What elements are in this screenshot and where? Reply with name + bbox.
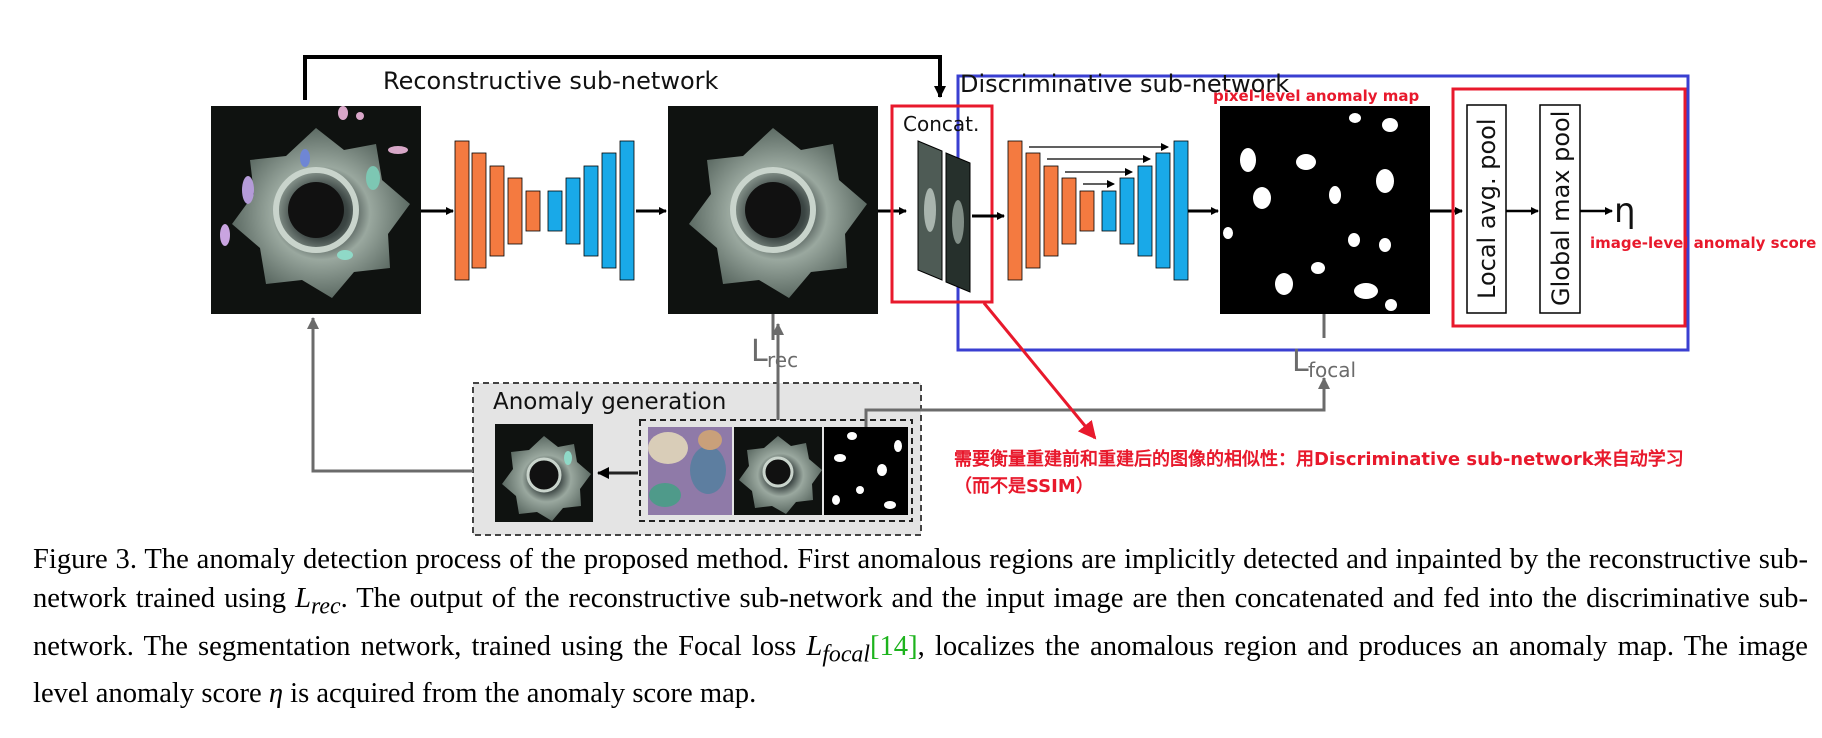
score-box (1451, 87, 1687, 328)
feedback-arrows (307, 317, 1330, 479)
svg-text:L: L (751, 334, 768, 369)
concat-box (890, 104, 994, 304)
skip-connection-arrow (303, 55, 946, 100)
augmented-image (495, 424, 593, 522)
focal-loss-label: L focal (1292, 344, 1356, 382)
anomaly-mask-image (824, 427, 908, 515)
caption-math-eta: η (268, 678, 283, 710)
caption-text-1: Figure 3. The anomaly detection process … (33, 544, 1808, 614)
svg-text:rec: rec (767, 348, 798, 372)
discriminative-label: Discriminative sub-network (960, 70, 1289, 98)
concat-stack (917, 140, 971, 293)
svg-text:focal: focal (1308, 358, 1356, 382)
note-line-2: （而不是SSIM） (954, 476, 1094, 497)
architecture-diagram: Reconstructive sub-network Discriminativ… (211, 55, 1816, 536)
image-score-annotation: image-level anomaly score (1590, 234, 1816, 252)
global-pool-block (1539, 104, 1581, 314)
caption-math-lfocal: Lfocal (806, 630, 870, 668)
note-arrow (982, 302, 1097, 440)
caption-citation-link[interactable]: [14] (869, 630, 918, 662)
texture-source-image (648, 427, 732, 515)
note-line-1: 需要衡量重建前和重建后的图像的相似性：用Discriminative sub-n… (954, 448, 1684, 470)
caption-math-lrec: Lrec (295, 583, 341, 620)
local-pool-block (1466, 104, 1507, 314)
caption-text-2: . The output of the reconstructive sub-n… (33, 583, 1808, 662)
global-pool-label: Global max pool (1547, 111, 1575, 306)
reconstructed-image (668, 106, 878, 314)
caption-text-3: , localizes the anomalous region and pro… (33, 630, 1808, 710)
anomaly-generation-label: Anomaly generation (493, 389, 726, 415)
caption-text-4: is acquired from the anomaly score map. (283, 678, 757, 710)
local-pool-label: Local avg. pool (1473, 118, 1501, 299)
eta-symbol: η (1614, 191, 1636, 231)
reconstructive-label: Reconstructive sub-network (383, 67, 718, 95)
discriminative-network (1007, 140, 1189, 281)
concat-label: Concat. (903, 112, 979, 136)
reconstructive-network (454, 140, 635, 281)
normal-image (734, 427, 822, 515)
anomaly-map (1220, 106, 1430, 314)
input-image (211, 106, 421, 314)
pixel-map-annotation: pixel-level anomaly map (1213, 87, 1419, 105)
rec-loss-label: L rec (751, 334, 798, 372)
svg-text:L: L (1292, 344, 1309, 379)
figure-caption: Figure 3. The anomaly detection process … (33, 540, 1808, 713)
